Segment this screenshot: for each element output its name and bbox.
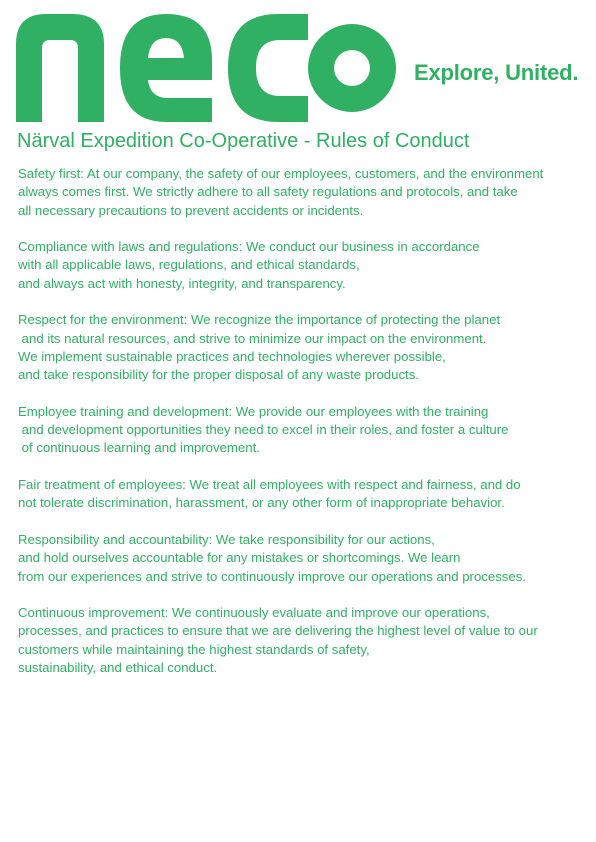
rule-line: Fair treatment of employees: We treat al… bbox=[18, 477, 521, 493]
rule-line: of continuous learning and improvement. bbox=[18, 440, 260, 456]
rule-line: sustainability, and ethical conduct. bbox=[18, 660, 218, 676]
rule-line: customers while maintaining the highest … bbox=[18, 641, 370, 657]
neco-logo bbox=[16, 14, 396, 122]
rule-line: Employee training and development: We pr… bbox=[18, 403, 489, 419]
rule-line: Compliance with laws and regulations: We… bbox=[18, 239, 480, 255]
rule-line: processes, and practices to ensure that … bbox=[18, 623, 538, 639]
document-title: Närval Expedition Co-Operative - Rules o… bbox=[17, 130, 470, 152]
rule-line: and development opportunities they need … bbox=[18, 422, 509, 438]
rule-section: Compliance with laws and regulations: We… bbox=[18, 238, 588, 293]
rule-section: Employee training and development: We pr… bbox=[18, 403, 588, 458]
rule-line: Respect for the environment: We recogniz… bbox=[18, 312, 501, 328]
rule-line: with all applicable laws, regulations, a… bbox=[18, 257, 360, 273]
rule-line: not tolerate discrimination, harassment,… bbox=[18, 495, 505, 511]
rule-line: always comes first. We strictly adhere t… bbox=[18, 184, 518, 200]
rule-line: Responsibility and accountability: We ta… bbox=[18, 531, 435, 547]
header: Explore, United. bbox=[0, 0, 596, 125]
rule-line: Safety first: At our company, the safety… bbox=[18, 166, 544, 181]
rule-line: from our experiences and strive to conti… bbox=[18, 568, 526, 584]
tagline: Explore, United. bbox=[414, 60, 579, 85]
rule-line: and always act with honesty, integrity, … bbox=[18, 275, 346, 291]
rule-line: We implement sustainable practices and t… bbox=[18, 348, 446, 364]
rule-section: Responsibility and accountability: We ta… bbox=[18, 531, 588, 586]
rule-line: all necessary precautions to prevent acc… bbox=[18, 202, 364, 218]
rule-line: and take responsibility for the proper d… bbox=[18, 367, 419, 383]
document-body: Safety first: At our company, the safety… bbox=[18, 165, 588, 696]
rule-section: Continuous improvement: We continuously … bbox=[18, 604, 588, 677]
rule-section: Respect for the environment: We recogniz… bbox=[18, 311, 588, 384]
rule-section: Safety first: At our company, the safety… bbox=[18, 165, 588, 220]
rule-line: and its natural resources, and strive to… bbox=[18, 330, 487, 346]
rule-line: Continuous improvement: We continuously … bbox=[18, 605, 490, 621]
rule-section: Fair treatment of employees: We treat al… bbox=[18, 476, 588, 513]
rule-line: and hold ourselves accountable for any m… bbox=[18, 550, 461, 566]
